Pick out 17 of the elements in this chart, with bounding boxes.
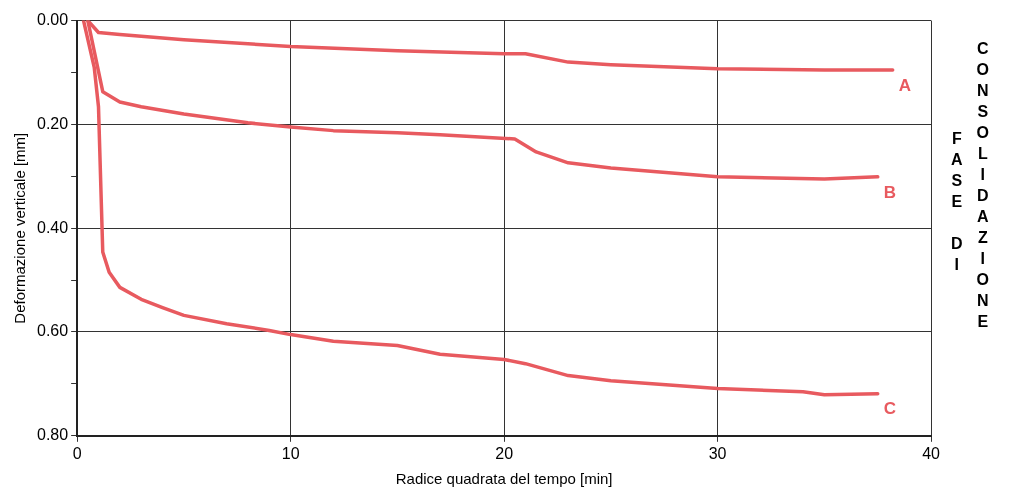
y-tick-label: 0.40	[37, 218, 69, 236]
x-tick-label: 30	[708, 444, 727, 462]
text: CONSOLIDAZIONE	[976, 40, 990, 330]
y-tick-label: 0.20	[37, 114, 69, 132]
x-tick-label: 10	[281, 444, 300, 462]
series-label: C	[883, 399, 897, 419]
x-tick-label: 20	[495, 444, 514, 462]
y-tick-label: 0.60	[37, 322, 69, 340]
x-axis-title: Radice quadrata del tempo [min]	[395, 470, 613, 488]
series-label: A	[898, 75, 911, 95]
x-tick-label: 40	[922, 444, 941, 462]
series-label: B	[883, 182, 897, 202]
text: FASE DI	[951, 130, 963, 273]
x-tick-label: 0	[72, 444, 82, 462]
y-axis-title: Deformazione verticale [mm]	[11, 132, 29, 324]
y-tick-label: 0.80	[37, 426, 69, 444]
y-tick-label: 0.00	[37, 11, 69, 29]
